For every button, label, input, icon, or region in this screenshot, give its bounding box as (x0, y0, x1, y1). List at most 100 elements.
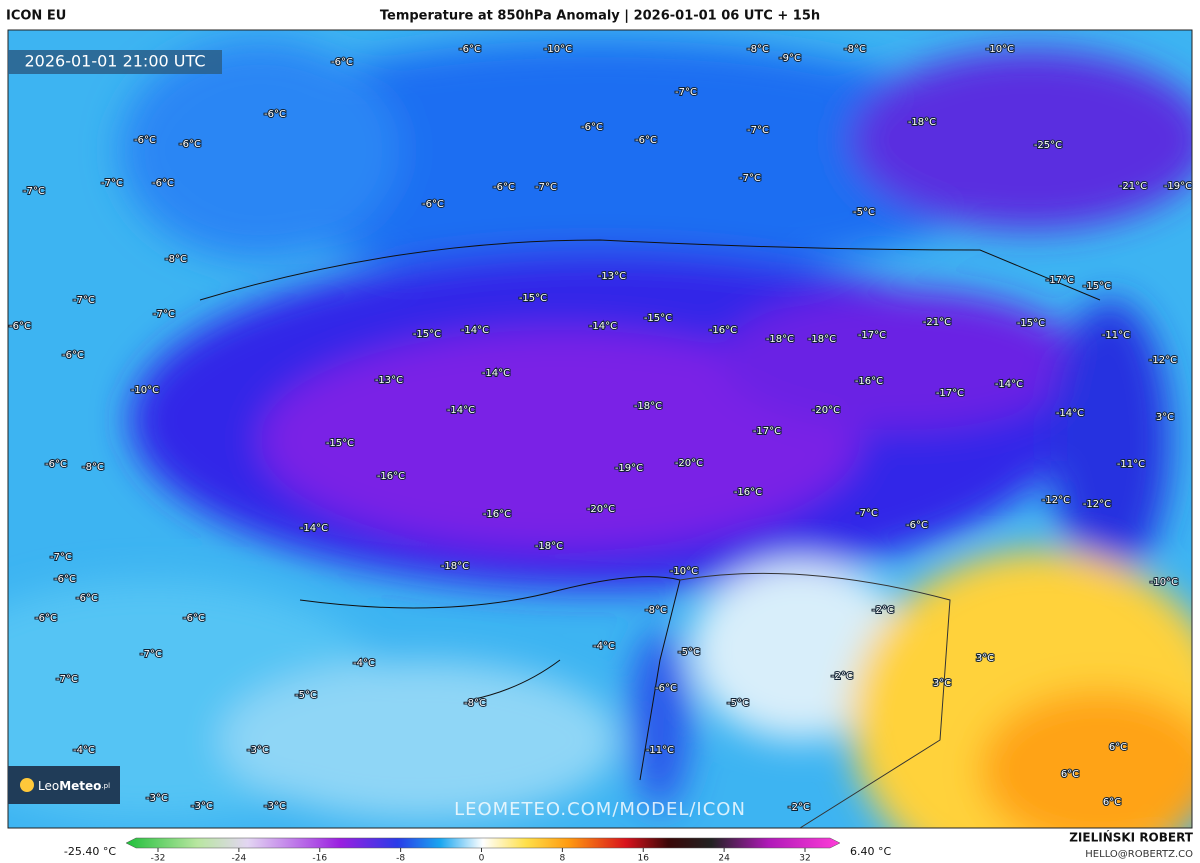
temperature-label: -3°C (191, 801, 213, 812)
temperature-label: -17°C (858, 330, 886, 341)
temperature-label: -18°C (535, 541, 563, 552)
temperature-label: -20°C (675, 458, 703, 469)
temperature-label: -16°C (709, 325, 737, 336)
model-name: ICON EU (6, 9, 66, 24)
temperature-label: -6°C (54, 574, 76, 585)
colorbar-max: 6.40 °C (850, 845, 891, 858)
temperature-label: -2°C (831, 671, 853, 682)
temperature-label: -13°C (375, 375, 403, 386)
temperature-label: -6°C (264, 109, 286, 120)
temperature-label: 3°C (1156, 412, 1174, 423)
temperature-label: -6°C (581, 122, 603, 133)
temperature-label: -14°C (300, 523, 328, 534)
temperature-label: -3°C (264, 801, 286, 812)
temperature-label: -6°C (422, 199, 444, 210)
temperature-label: -7°C (856, 508, 878, 519)
colorbar-tick-label: -24 (232, 854, 247, 863)
temperature-label: 6°C (1061, 769, 1079, 780)
map-frame (7, 29, 1193, 829)
temperature-label: -11°C (1117, 459, 1145, 470)
temperature-label: -3°C (146, 793, 168, 804)
colorbar-tick-label: 32 (799, 854, 810, 863)
colorbar (125, 837, 841, 849)
temperature-label: -10°C (131, 385, 159, 396)
temperature-label: -6°C (183, 613, 205, 624)
temperature-label: -7°C (739, 173, 761, 184)
temperature-label: -14°C (482, 368, 510, 379)
chart-title: Temperature at 850hPa Anomaly | 2026-01-… (380, 9, 820, 24)
temperature-label: -7°C (73, 295, 95, 306)
temperature-label: -2°C (872, 605, 894, 616)
temperature-label: -8°C (844, 44, 866, 55)
colorbar-tick-label: 16 (638, 854, 650, 863)
temperature-label: -7°C (140, 649, 162, 660)
colorbar-tick-label: 24 (718, 854, 730, 863)
logo-bold: Meteo (59, 779, 101, 793)
temperature-label: -10°C (1150, 577, 1178, 588)
temperature-label: -5°C (295, 690, 317, 701)
temperature-label: -13°C (598, 271, 626, 282)
temperature-label: -7°C (23, 186, 45, 197)
temperature-label: -8°C (165, 254, 187, 265)
temperature-label: -6°C (152, 178, 174, 189)
temperature-label: -15°C (1017, 318, 1045, 329)
colorbar-min: -25.40 °C (64, 845, 116, 858)
temperature-label: -8°C (464, 698, 486, 709)
temperature-label: -18°C (766, 334, 794, 345)
temperature-label: -20°C (587, 504, 615, 515)
temperature-label: -14°C (995, 379, 1023, 390)
logo-sun (20, 778, 34, 792)
credit-author: ZIELIŃSKI ROBERT (1069, 830, 1194, 845)
temperature-label: -14°C (447, 405, 475, 416)
colorbar-tick-label: -8 (396, 854, 405, 863)
temperature-label: -14°C (1056, 408, 1084, 419)
colorbar-tick-label: 8 (560, 854, 566, 863)
temperature-label: -12°C (1149, 355, 1177, 366)
temperature-label: -6°C (134, 135, 156, 146)
temperature-label: -11°C (1102, 330, 1130, 341)
temperature-label: -17°C (753, 426, 781, 437)
temperature-label: -15°C (644, 313, 672, 324)
temperature-label: -17°C (1046, 275, 1074, 286)
temperature-label: -10°C (544, 44, 572, 55)
temperature-label: -11°C (646, 745, 674, 756)
temperature-label: -4°C (73, 745, 95, 756)
temperature-label: -7°C (747, 125, 769, 136)
temperature-label: -6°C (493, 182, 515, 193)
temperature-label: -18°C (908, 117, 936, 128)
temperature-label: -6°C (906, 520, 928, 531)
temperature-label: -4°C (353, 658, 375, 669)
temperature-label: -18°C (634, 401, 662, 412)
temperature-label: -6°C (655, 683, 677, 694)
temperature-label: -4°C (593, 641, 615, 652)
temperature-label: -7°C (56, 674, 78, 685)
temperature-label: -12°C (1083, 499, 1111, 510)
temperature-label: -8°C (82, 462, 104, 473)
temperature-label: -17°C (936, 388, 964, 399)
colorbar-ticks: -32 -24 -16 -8 0 8 16 24 32 (151, 848, 811, 863)
temperature-label: -7°C (535, 182, 557, 193)
temperature-label: -6°C (635, 135, 657, 146)
temperature-label: -6°C (331, 57, 353, 68)
logo-light: Leo (38, 779, 59, 793)
temperature-label: -6°C (62, 350, 84, 361)
temperature-label: -19°C (1164, 181, 1192, 192)
temperature-label: 6°C (1109, 742, 1127, 753)
colorbar-tick-label: 0 (479, 854, 485, 863)
map-area (8, 30, 1192, 828)
temperature-label: -6°C (9, 321, 31, 332)
colorbar-tick-label: -16 (312, 854, 327, 863)
temperature-label: -2°C (788, 802, 810, 813)
temperature-label: -7°C (153, 309, 175, 320)
temperature-label: -6°C (179, 139, 201, 150)
temperature-label: 3°C (976, 653, 994, 664)
temperature-label: 3°C (933, 678, 951, 689)
temperature-label: -16°C (734, 487, 762, 498)
temperature-label: -16°C (483, 509, 511, 520)
colorbar-tick-label: -32 (151, 854, 166, 863)
temperature-label: -18°C (441, 561, 469, 572)
temperature-label: -16°C (377, 471, 405, 482)
temperature-label: -9°C (779, 53, 801, 64)
